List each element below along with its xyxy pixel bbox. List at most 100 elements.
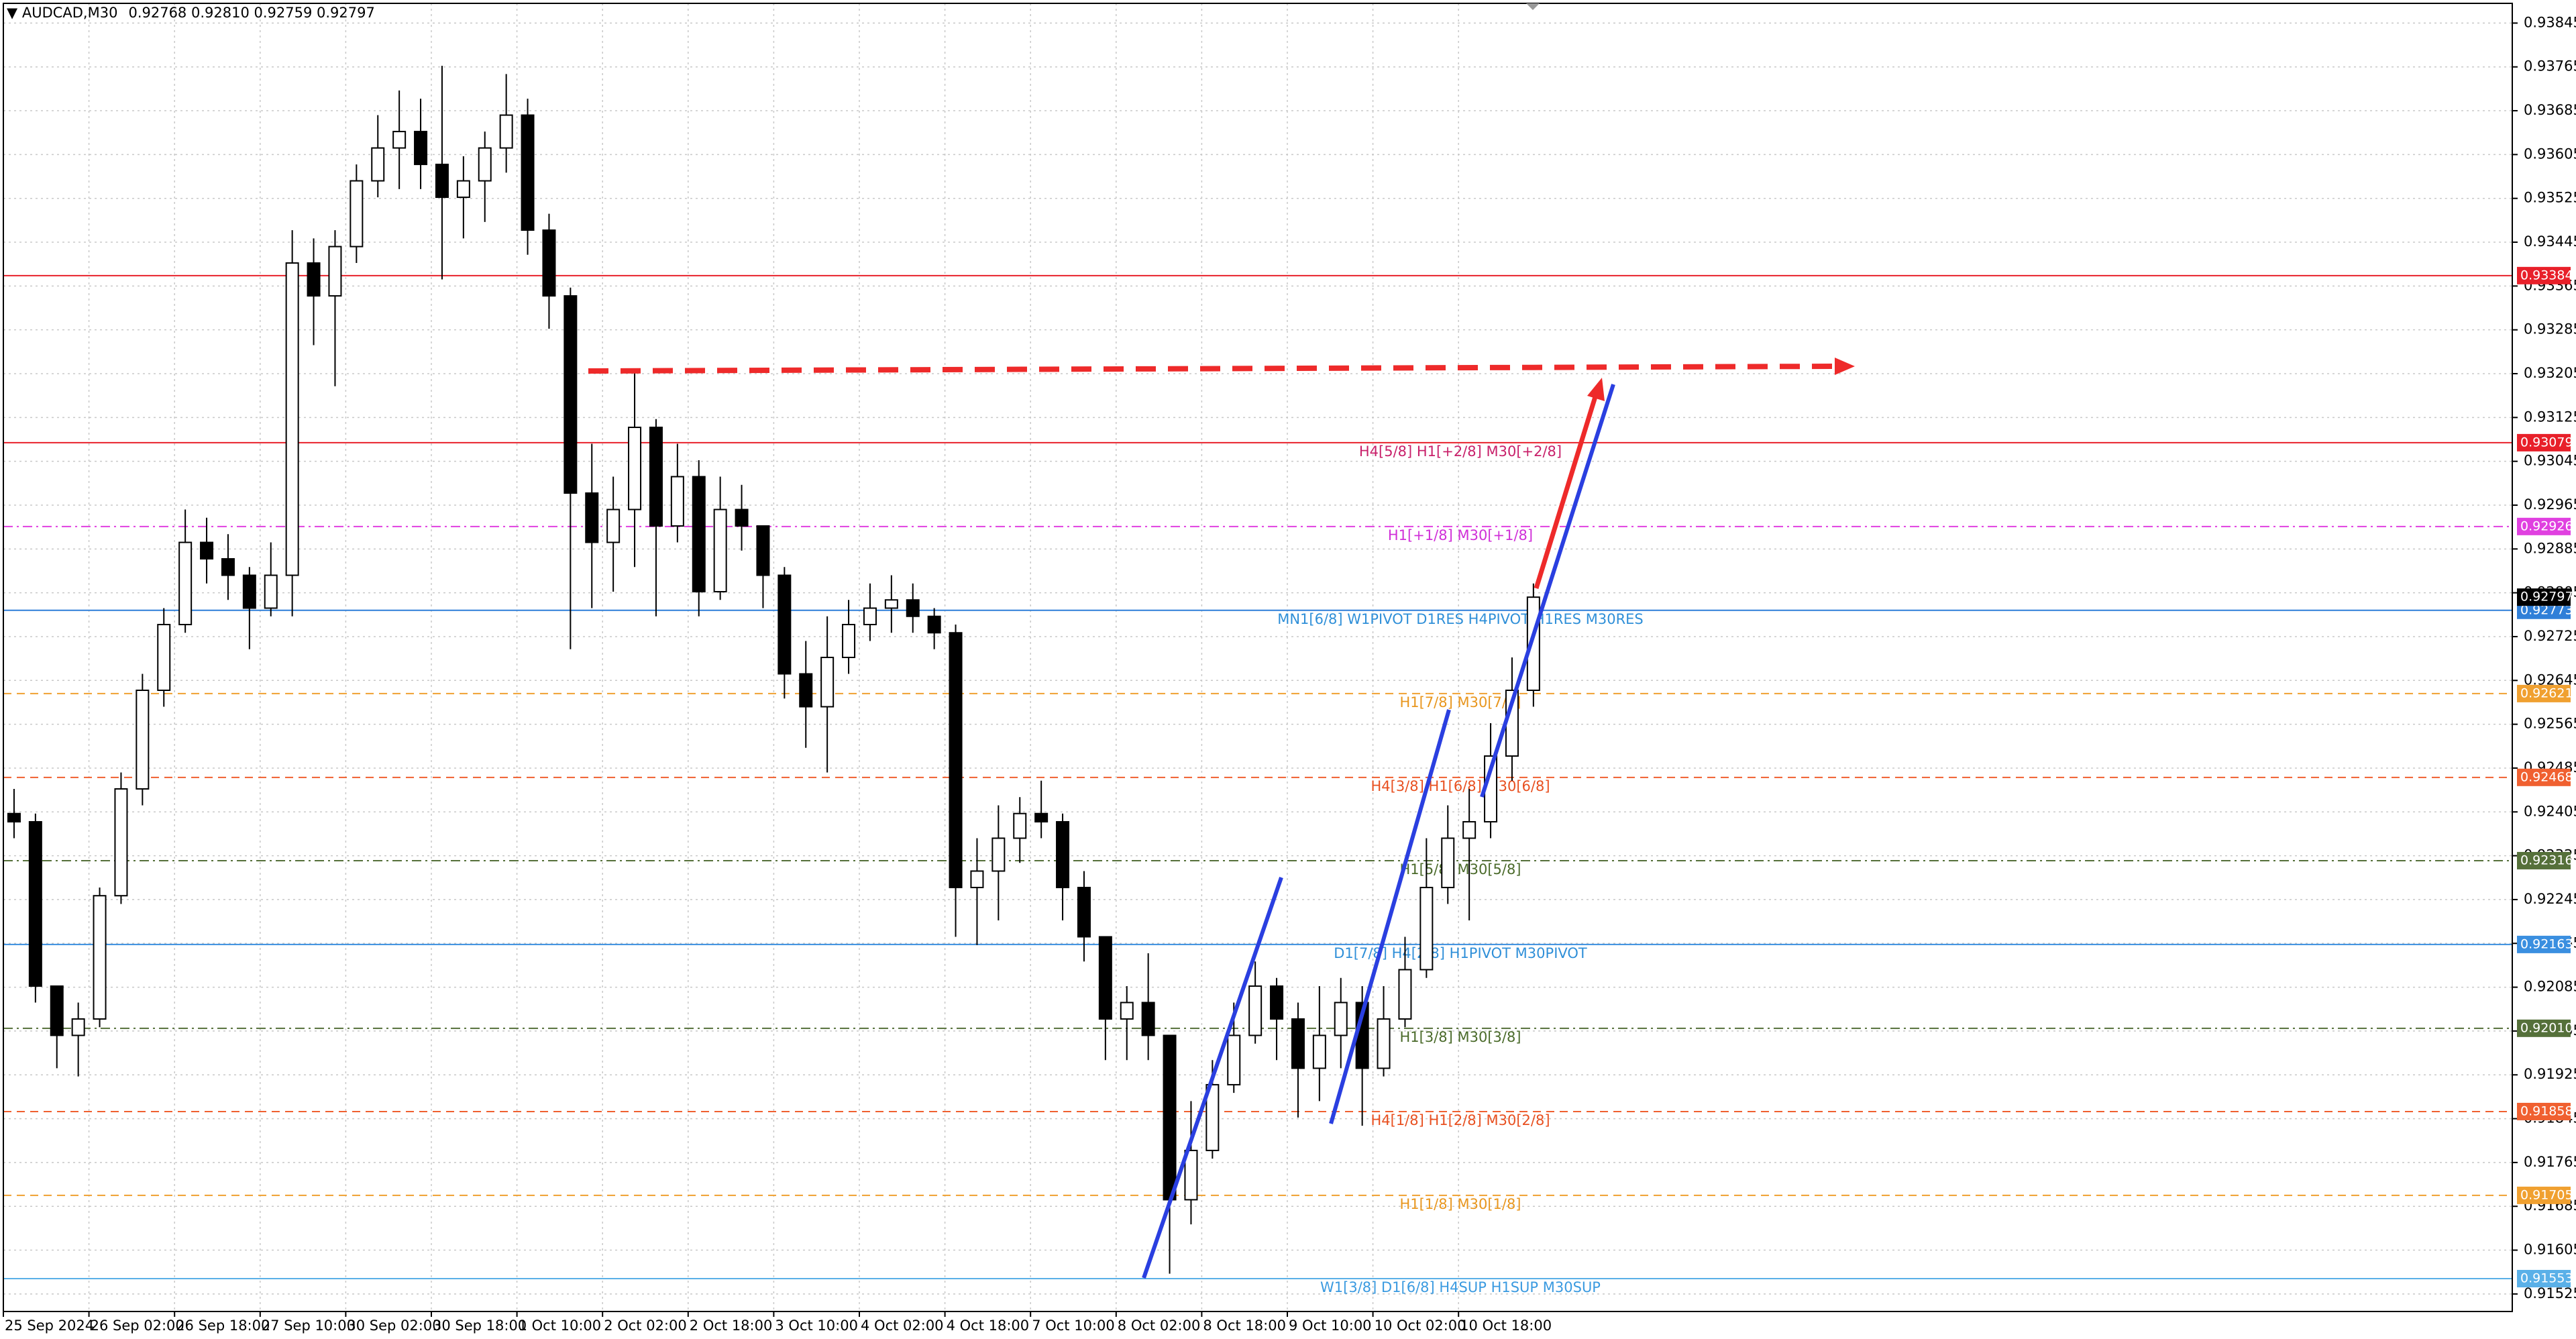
level-label: H4[5/8] H1[+2/8] M30[+2/8] [1359, 443, 1562, 460]
candle-body [606, 508, 621, 543]
candle-body [1120, 1002, 1134, 1020]
candle-body [242, 574, 256, 609]
candle-body [200, 541, 214, 560]
candle-body [585, 492, 599, 543]
x-tick-label: 4 Oct 02:00 [861, 1318, 944, 1334]
annotations [588, 358, 1855, 1279]
x-tick-label: 30 Sep 02:00 [347, 1318, 441, 1334]
candle-body [1013, 812, 1027, 839]
x-tick-label: 3 Oct 10:00 [775, 1318, 858, 1334]
candle-body [970, 870, 984, 888]
candle-body [1098, 936, 1112, 1020]
price-box-label: 0.93384 [2520, 268, 2573, 282]
price-box-label: 0.92621 [2520, 686, 2573, 700]
candle-body [328, 246, 342, 297]
candle-body [713, 508, 727, 593]
x-tick-label: 10 Oct 02:00 [1375, 1318, 1466, 1334]
candle-body [649, 427, 663, 527]
x-tick-label: 2 Oct 18:00 [690, 1318, 773, 1334]
price-box [2517, 1186, 2571, 1204]
x-tick-label: 8 Oct 18:00 [1203, 1318, 1286, 1334]
y-tick-label: 0.92085 [2524, 979, 2576, 995]
candle-body [136, 689, 150, 790]
price-box [2517, 517, 2571, 535]
y-tick-label: 0.93685 [2524, 102, 2576, 118]
price-box [2517, 266, 2571, 284]
candle-body [906, 599, 920, 617]
candle-body [264, 574, 278, 609]
candle-body [949, 632, 963, 888]
candle-body [692, 476, 706, 593]
y-tick-label: 0.93205 [2524, 365, 2576, 381]
candle-body [1398, 969, 1412, 1020]
price-box-label: 0.92926 [2520, 519, 2573, 533]
candle-body [414, 131, 428, 166]
price-box-label: 0.91553 [2520, 1271, 2573, 1286]
y-tick-label: 0.91765 [2524, 1154, 2576, 1170]
price-box [2517, 1270, 2571, 1288]
candle-body [157, 624, 171, 691]
price-box-label: 0.91705 [2520, 1187, 2573, 1202]
candle-body [756, 525, 770, 576]
level-label: H1[1/8] M30[1/8] [1399, 1196, 1521, 1212]
candle-body [521, 114, 535, 231]
candle-body [777, 574, 792, 675]
candle-body [1034, 812, 1049, 822]
x-tick-label: 9 Oct 10:00 [1289, 1318, 1372, 1334]
candle-body [392, 131, 407, 149]
x-tick-label: 7 Oct 10:00 [1032, 1318, 1115, 1334]
candle-body [799, 673, 813, 708]
candle-body [50, 985, 64, 1036]
x-tick-label: 1 Oct 10:00 [519, 1318, 602, 1334]
y-tick-label: 0.93445 [2524, 233, 2576, 250]
candle-body [71, 1018, 85, 1036]
candle-body [371, 147, 385, 182]
y-tick-label: 0.92565 [2524, 716, 2576, 732]
candle-body [564, 295, 578, 494]
y-tick-label: 0.93605 [2524, 146, 2576, 162]
level-label: D1[7/8] H4[2/8] H1PIVOT M30PIVOT [1334, 945, 1587, 961]
level-layer: H4[5/8] H1[+2/8] M30[+2/8] H1[+1/8] M30[+… [3, 274, 2512, 1295]
x-tick-label: 26 Sep 18:00 [176, 1318, 270, 1334]
candle-body [1205, 1083, 1220, 1151]
x-tick-label: 27 Sep 10:00 [262, 1318, 356, 1334]
y-tick-label: 0.91605 [2524, 1242, 2576, 1258]
axis-layer: 0.915250.916050.916850.917650.918450.919… [3, 14, 2576, 1334]
y-tick-label: 0.91925 [2524, 1066, 2576, 1082]
candle-body [542, 229, 556, 297]
candle-body [1291, 1018, 1305, 1069]
price-box-label: 0.92163 [2520, 936, 2573, 951]
candle-body [307, 262, 321, 297]
candle-body [927, 615, 941, 634]
grid-layer [3, 3, 2512, 1311]
level-label: MN1[6/8] W1PIVOT D1RES H4PIVOT H1RES M30… [1277, 611, 1644, 627]
candle-body [350, 180, 364, 248]
candle-body [93, 895, 107, 1020]
candle-body [114, 788, 128, 897]
symbol: AUDCAD,M30 [22, 5, 118, 21]
candle-body [1419, 886, 1434, 971]
y-tick-label: 0.93125 [2524, 409, 2576, 425]
current-price-label: 0.92797 [2520, 590, 2573, 604]
arrow-head [1835, 358, 1855, 375]
candle-body [991, 837, 1006, 872]
y-tick-label: 0.92725 [2524, 628, 2576, 644]
quote: 0.92768 0.92810 0.92759 0.92797 [128, 5, 374, 21]
price-box-label: 0.93079 [2520, 435, 2573, 449]
x-tick-label: 10 Oct 18:00 [1460, 1318, 1552, 1334]
candle-body [478, 147, 492, 182]
price-box [2517, 1102, 2571, 1120]
price-box-label: 0.92773 [2520, 602, 2573, 617]
y-tick-label: 0.92885 [2524, 540, 2576, 556]
x-tick-label: 2 Oct 02:00 [604, 1318, 687, 1334]
candle-body [1056, 820, 1070, 888]
price-box-label: 0.91858 [2520, 1104, 2573, 1118]
candle-body [735, 508, 749, 527]
candle-body [1141, 1002, 1155, 1036]
level-label: H4[3/8] H1[6/8] M30[6/8] [1371, 778, 1550, 794]
y-tick-label: 0.92965 [2524, 496, 2576, 513]
candle-body [1248, 985, 1263, 1036]
chart-header: ▼ AUDCAD,M30 0.92768 0.92810 0.92759 0.92… [7, 5, 375, 21]
candle-body [456, 180, 470, 199]
